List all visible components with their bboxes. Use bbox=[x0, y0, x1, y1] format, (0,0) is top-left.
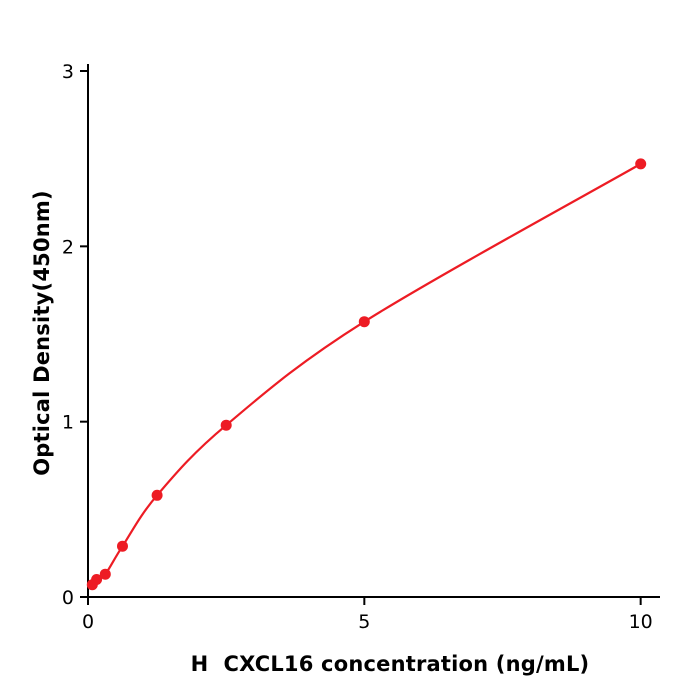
data-point bbox=[91, 574, 103, 585]
data-point bbox=[358, 316, 370, 328]
x-tick-label: 5 bbox=[358, 611, 370, 633]
data-point bbox=[151, 489, 163, 501]
y-axis-label: Optical Density(450nm) bbox=[30, 190, 54, 476]
data-point bbox=[99, 568, 111, 580]
data-point bbox=[220, 419, 232, 431]
fit-curve bbox=[91, 162, 642, 586]
y-tick-label: 3 bbox=[62, 61, 74, 83]
x-tick-label: 0 bbox=[82, 611, 94, 633]
y-tick-label: 1 bbox=[62, 412, 74, 434]
y-tick-label: 2 bbox=[62, 236, 74, 258]
y-tick-label: 0 bbox=[62, 587, 74, 609]
data-point bbox=[117, 540, 128, 552]
x-tick-label: 10 bbox=[629, 611, 653, 633]
data-point bbox=[635, 158, 647, 170]
x-axis-label: H CXCL16 concentration (ng/mL) bbox=[190, 652, 590, 676]
